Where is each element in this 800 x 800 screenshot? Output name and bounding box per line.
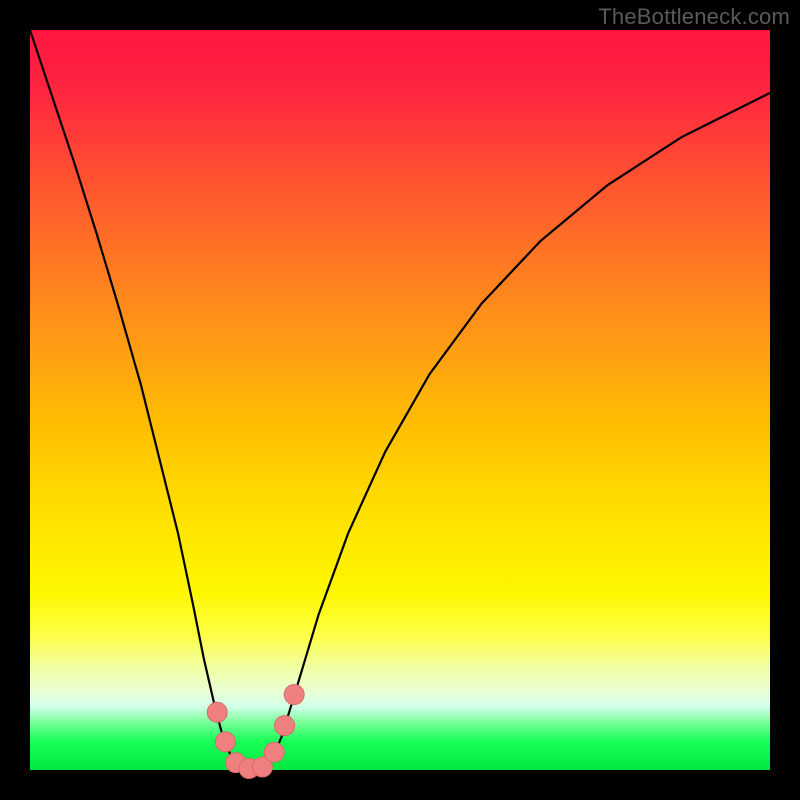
marker-point (275, 716, 295, 736)
marker-point (264, 742, 284, 762)
bottleneck-chart (0, 0, 800, 800)
watermark-text: TheBottleneck.com (598, 4, 790, 30)
marker-point (215, 732, 235, 752)
marker-point (284, 685, 304, 705)
plot-background (30, 30, 770, 770)
marker-point (207, 702, 227, 722)
